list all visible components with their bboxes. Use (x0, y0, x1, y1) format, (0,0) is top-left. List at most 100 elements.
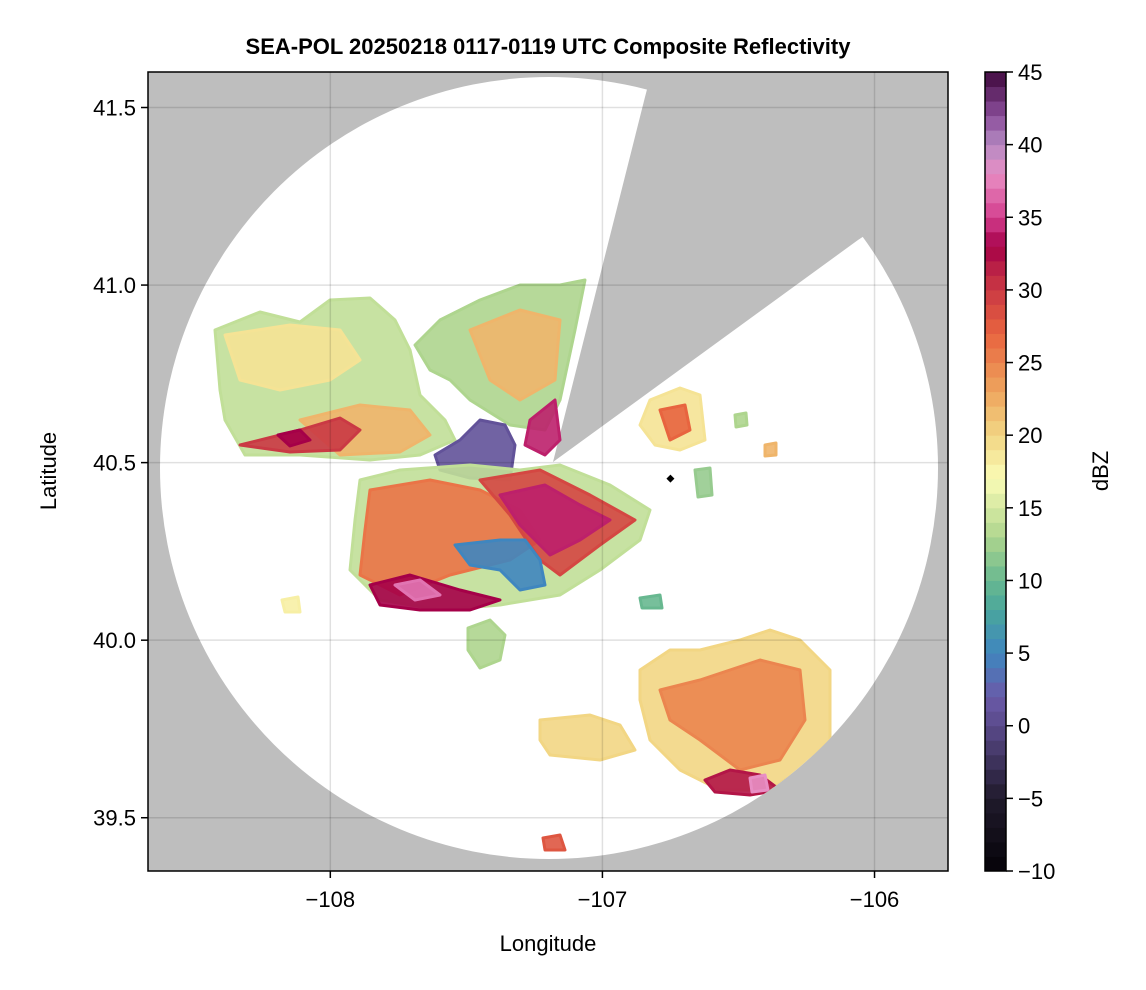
colorbar-tick-label: 15 (1018, 496, 1042, 521)
colorbar-bin (985, 246, 1006, 262)
colorbar-bin (985, 449, 1006, 465)
colorbar-bin (985, 202, 1006, 218)
colorbar-bin (985, 827, 1006, 843)
echo-region (523, 398, 562, 457)
colorbar-bin (985, 856, 1006, 872)
colorbar-bin (985, 289, 1006, 305)
colorbar-tick-label: −10 (1018, 859, 1055, 884)
echo-region (223, 323, 362, 392)
colorbar-bin (985, 348, 1006, 364)
echo-region (693, 466, 714, 499)
colorbar-label: dBZ (1088, 451, 1113, 491)
echo-region (393, 578, 442, 602)
colorbar-bin (985, 812, 1006, 828)
echo-region (658, 403, 692, 442)
x-axis-label: Longitude (500, 931, 597, 956)
colorbar-tick-label: 0 (1018, 714, 1030, 739)
echo-region (763, 441, 778, 458)
y-tick-label: 41.5 (93, 96, 136, 121)
colorbar-tick-label: −5 (1018, 786, 1043, 811)
colorbar-tick-label: 5 (1018, 641, 1030, 666)
colorbar-bin (985, 406, 1006, 422)
y-tick-label: 41.0 (93, 273, 136, 298)
colorbar-bin (985, 464, 1006, 480)
echo-region (638, 593, 664, 610)
chart-title: SEA-POL 20250218 0117-0119 UTC Composite… (245, 34, 851, 59)
y-axis-label: Latitude (36, 432, 61, 510)
colorbar-bin (985, 231, 1006, 247)
colorbar-bin (985, 609, 1006, 625)
colorbar-bin (985, 478, 1006, 494)
colorbar-bin (985, 507, 1006, 523)
colorbar-bin (985, 638, 1006, 654)
colorbar-tick-label: 35 (1018, 205, 1042, 230)
colorbar-tick-label: 25 (1018, 351, 1042, 376)
echo-region (538, 713, 637, 762)
colorbar-bin (985, 101, 1006, 117)
colorbar-bin (985, 217, 1006, 233)
colorbar-bin (985, 420, 1006, 436)
colorbar-bin (985, 377, 1006, 393)
y-tick-label: 40.5 (93, 451, 136, 476)
colorbar-bin (985, 493, 1006, 509)
axes: −108 −107 −106 39.5 40.0 40.5 41.0 41.5 (93, 96, 899, 912)
colorbar-bin (985, 130, 1006, 146)
colorbar-tick-label: 10 (1018, 568, 1042, 593)
colorbar-bin (985, 594, 1006, 611)
echo-region (276, 428, 312, 448)
colorbar-bin (985, 696, 1006, 712)
colorbar-tick-label: 20 (1018, 423, 1042, 448)
colorbar-bin (985, 565, 1006, 581)
colorbar-tick-label: 45 (1018, 60, 1042, 85)
colorbar-bin (985, 391, 1006, 407)
colorbar-bin (985, 580, 1006, 596)
colorbar-bin (985, 711, 1006, 727)
colorbar-bin (985, 115, 1006, 131)
colorbar-bin (985, 682, 1006, 698)
colorbar-bin (985, 551, 1006, 567)
colorbar-bin (985, 333, 1006, 349)
grid (148, 72, 948, 871)
colorbar-bin (985, 624, 1006, 640)
colorbar-bin (985, 754, 1006, 770)
colorbar-bin (985, 522, 1006, 538)
x-tick-label: −106 (850, 887, 900, 912)
echo-region (658, 658, 807, 772)
colorbar-bin (985, 740, 1006, 756)
colorbar-bin (985, 362, 1006, 378)
colorbar-bin (985, 798, 1006, 814)
colorbar-bin (985, 841, 1006, 857)
colorbar-bin (985, 667, 1006, 683)
colorbar: −10 −5 0 5 10 15 20 25 30 35 40 45 (984, 60, 1055, 884)
colorbar-bin (985, 188, 1006, 204)
x-tick-label: −108 (306, 887, 356, 912)
echo-region (280, 595, 302, 614)
colorbar-tick-label: 30 (1018, 278, 1042, 303)
marker-diamond (666, 474, 675, 483)
y-tick-label: 39.5 (93, 806, 136, 831)
colorbar-bin (985, 769, 1006, 785)
echo-region (541, 833, 567, 852)
blocked-sector (553, 72, 948, 462)
colorbar-bin (985, 72, 1006, 88)
reflectivity-echoes (213, 278, 832, 852)
colorbar-bin (985, 275, 1006, 291)
x-tick-label: −107 (578, 887, 628, 912)
colorbar-bin (985, 159, 1006, 175)
colorbar-bin (985, 144, 1006, 160)
colorbar-bin (985, 536, 1006, 552)
colorbar-frame (984, 71, 1007, 872)
echo-region (748, 773, 770, 794)
colorbar-tick-label: 40 (1018, 133, 1042, 158)
colorbar-bin (985, 260, 1006, 276)
colorbar-bin (985, 173, 1006, 189)
colorbar-bin (985, 86, 1006, 102)
echo-region (733, 411, 749, 429)
echo-region (498, 483, 612, 557)
y-tick-label: 40.0 (93, 628, 136, 653)
colorbar-bin (985, 725, 1006, 741)
echo-region (466, 618, 507, 670)
colorbar-bin (985, 435, 1006, 451)
echo-region (468, 308, 562, 402)
